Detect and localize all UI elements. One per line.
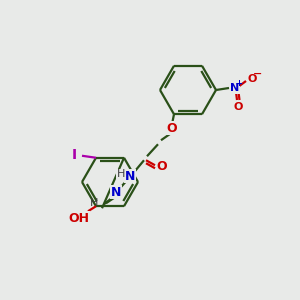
Text: +: + bbox=[236, 79, 242, 88]
Text: I: I bbox=[71, 148, 76, 162]
Text: N: N bbox=[230, 83, 240, 93]
Text: N: N bbox=[111, 186, 121, 199]
Text: −: − bbox=[253, 69, 263, 79]
Text: OH: OH bbox=[68, 212, 89, 225]
Text: O: O bbox=[157, 160, 167, 173]
Text: O: O bbox=[247, 74, 257, 84]
Text: O: O bbox=[233, 102, 243, 112]
Text: H: H bbox=[90, 198, 98, 208]
Text: H: H bbox=[117, 169, 125, 179]
Text: O: O bbox=[167, 122, 177, 135]
Text: N: N bbox=[125, 170, 135, 183]
